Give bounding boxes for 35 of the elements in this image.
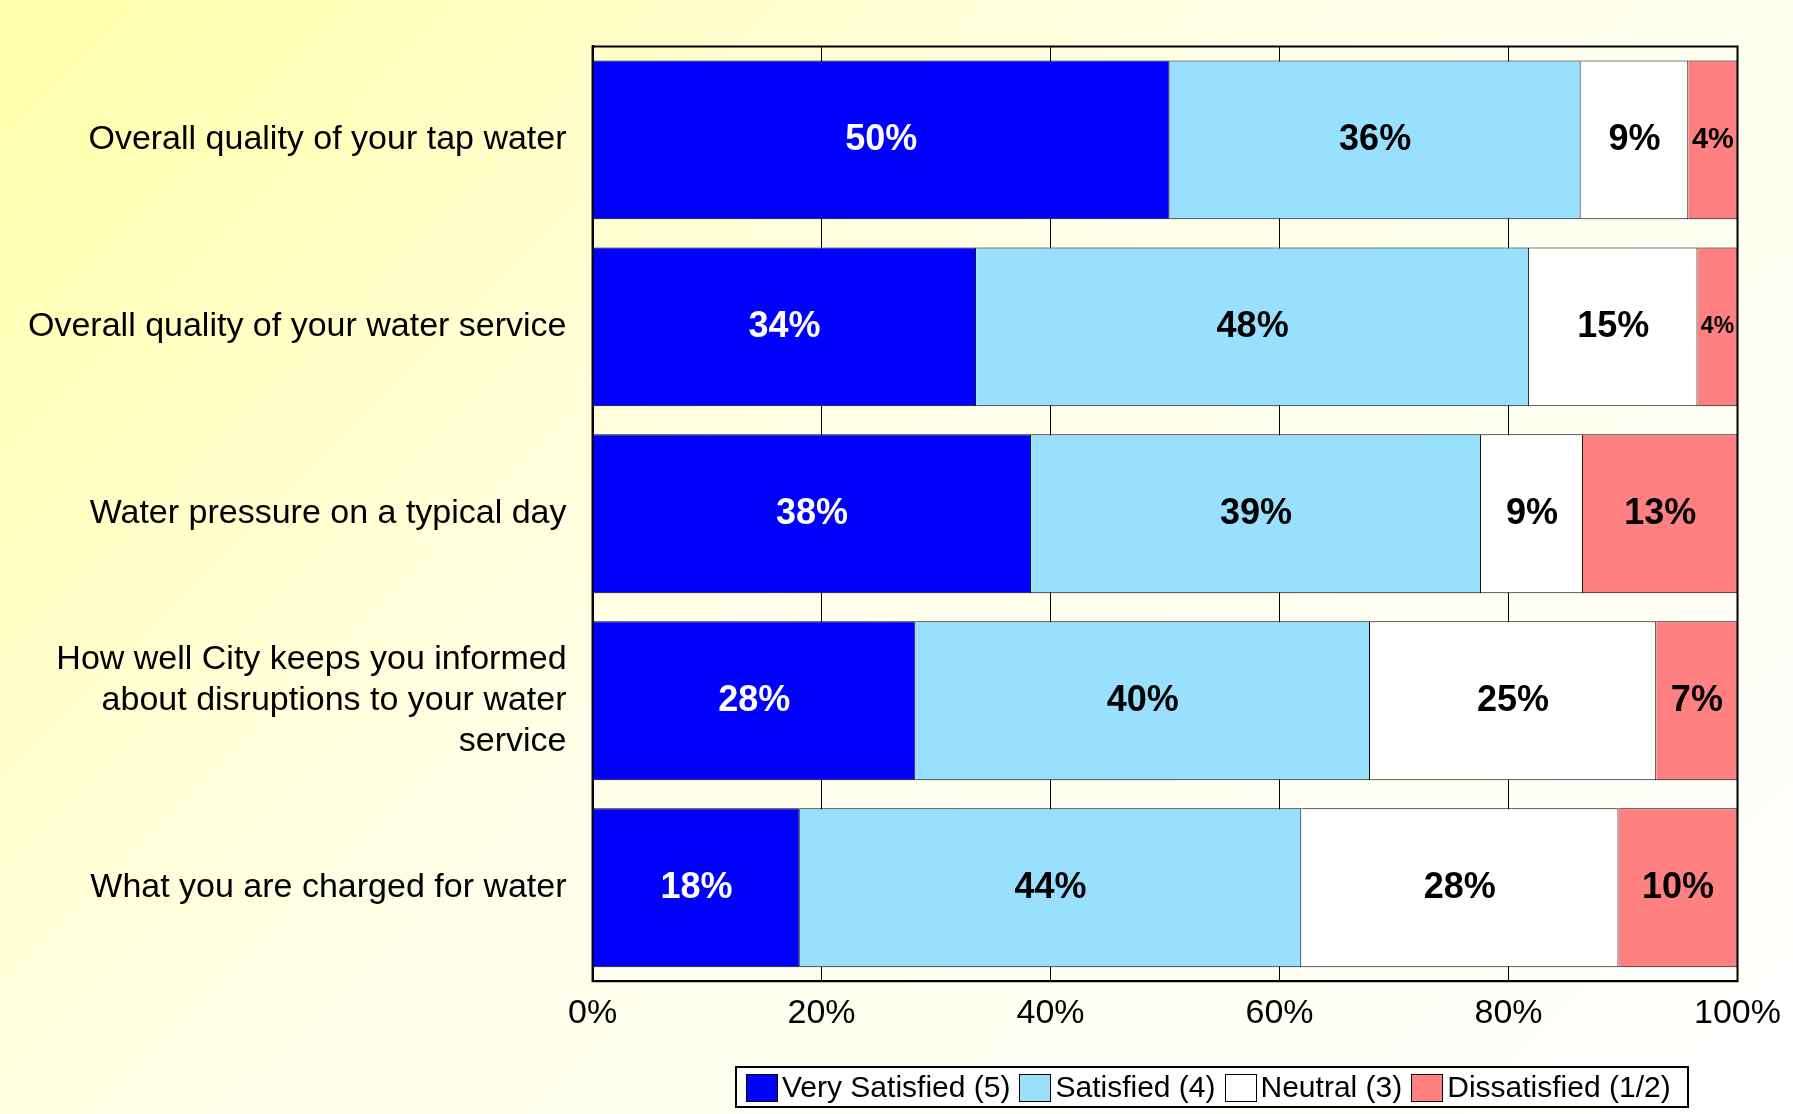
- legend-label: Very Satisfied (5): [782, 1070, 1011, 1103]
- data-label: 4%: [1700, 312, 1735, 339]
- x-tick-label: 80%: [1474, 991, 1543, 1030]
- data-label: 4%: [1691, 121, 1735, 154]
- x-tick-label: 20%: [787, 991, 856, 1030]
- data-label: 13%: [1624, 490, 1697, 532]
- legend-label: Dissatisfied (1/2): [1447, 1070, 1671, 1103]
- data-label: 34%: [748, 303, 821, 345]
- data-label: 7%: [1670, 677, 1723, 719]
- data-label: 28%: [718, 677, 791, 719]
- y-tick-label: What you are charged for water: [90, 866, 567, 905]
- data-label: 9%: [1505, 490, 1559, 532]
- data-label: 9%: [1608, 116, 1661, 158]
- y-tick-label: Water pressure on a typical day: [89, 492, 567, 531]
- data-label: 28%: [1423, 864, 1496, 906]
- x-tick-label: 40%: [1016, 991, 1085, 1030]
- data-label: 40%: [1106, 677, 1179, 719]
- legend-label: Satisfied (4): [1055, 1070, 1216, 1103]
- data-label: 18%: [660, 864, 733, 906]
- text: Neutral (3): [1260, 1070, 1403, 1103]
- data-label: 39%: [1220, 490, 1293, 532]
- data-label: 38%: [776, 490, 849, 532]
- data-label: 44%: [1014, 864, 1087, 906]
- data-label: 36%: [1339, 116, 1412, 158]
- x-tick-label: 100%: [1694, 991, 1781, 1030]
- y-tick-label: Overall quality of your water service: [27, 305, 567, 344]
- data-label: 25%: [1477, 677, 1550, 719]
- y-tick-label: Overall quality of your tap water: [88, 118, 567, 157]
- data-label: 10%: [1641, 864, 1715, 906]
- y-tick-label: How well City keeps you informed about disruptions to your water service: [56, 638, 567, 758]
- x-tick-label: 0%: [567, 991, 618, 1030]
- x-tick-label: 60%: [1245, 991, 1314, 1030]
- data-label: 15%: [1577, 303, 1650, 345]
- data-label: 50%: [845, 116, 918, 158]
- data-label: 48%: [1216, 303, 1289, 345]
